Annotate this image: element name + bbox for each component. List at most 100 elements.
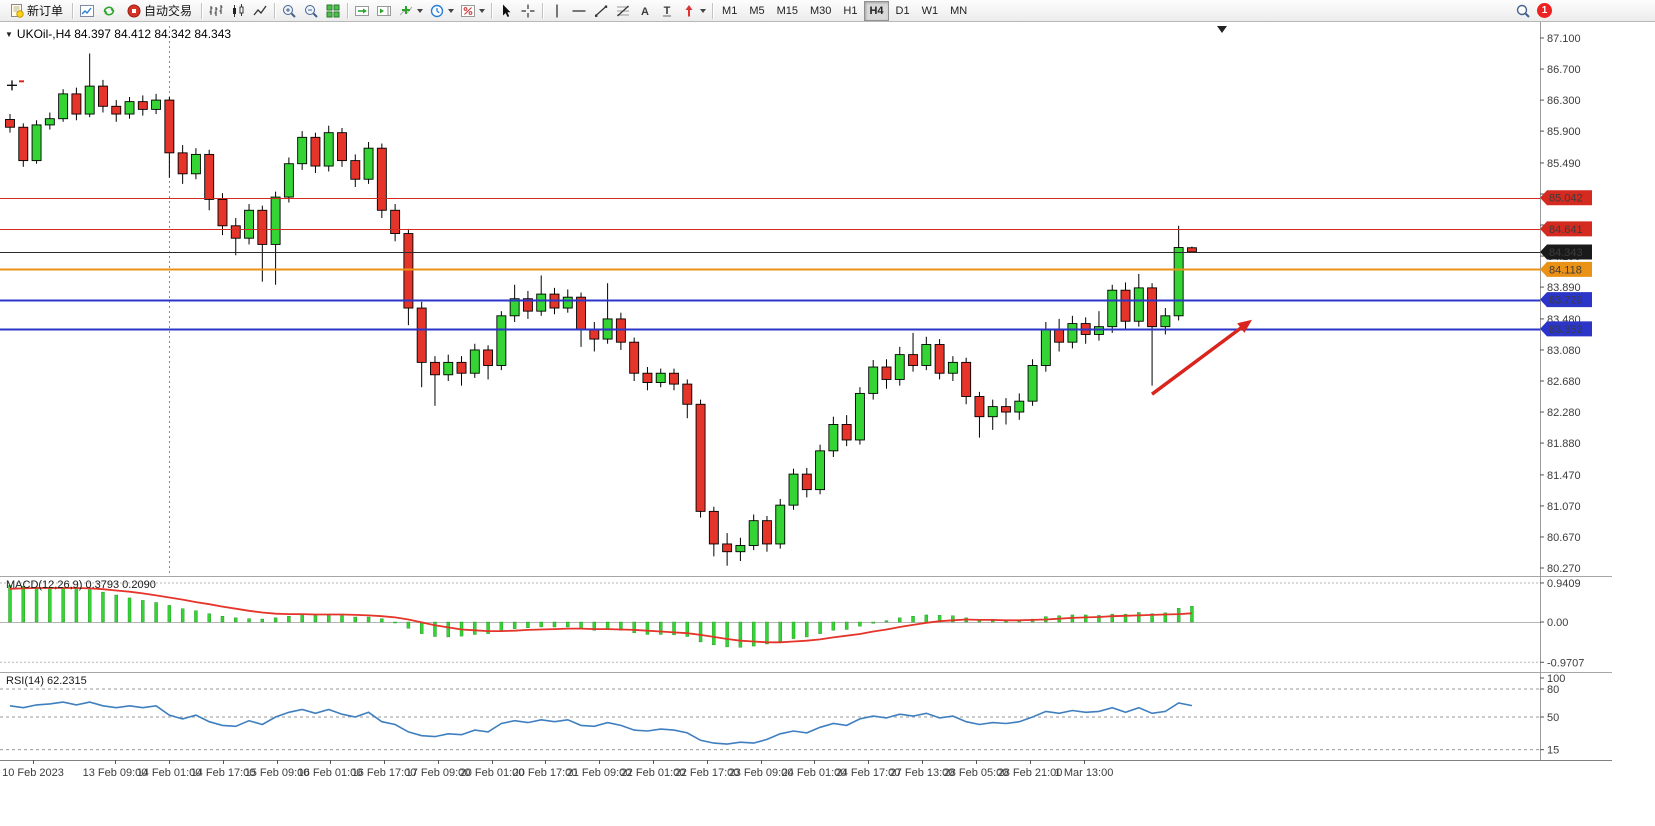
timeframe-toolbar: M1 M5 M15 M30 H1 H4 D1 W1 MN: [716, 0, 973, 21]
svg-text:A: A: [641, 6, 649, 18]
svg-text:16 Feb 01:00: 16 Feb 01:00: [298, 767, 363, 779]
profiles-button[interactable]: [98, 1, 120, 21]
svg-text:81.470: 81.470: [1547, 470, 1581, 482]
svg-text:22 Feb 01:00: 22 Feb 01:00: [621, 767, 686, 779]
timeframe-button-w1[interactable]: W1: [921, 4, 939, 17]
macd-indicator-label: MACD(12,26,9) 0.3793 0.2090: [6, 579, 156, 591]
candlestick-mode-button[interactable]: [227, 1, 249, 21]
line-chart-mode-button[interactable]: [249, 1, 271, 21]
add-indicator-icon: [399, 5, 413, 15]
vertical-line-icon: [556, 4, 558, 17]
text-tool-button[interactable]: A: [634, 1, 656, 21]
zoom-out-button[interactable]: [300, 1, 322, 21]
new-order-label: 新订单: [27, 4, 64, 18]
cursor-tool-button[interactable]: [495, 1, 517, 21]
horizontal-line-icon: [572, 9, 586, 12]
timeframe-button-h1[interactable]: H1: [843, 4, 858, 17]
fibonacci-icon: [617, 5, 630, 16]
trendline-tool-button[interactable]: [590, 1, 612, 21]
svg-text:50: 50: [1547, 712, 1559, 724]
new-order-button[interactable]: 新订单: [3, 1, 69, 21]
rsi-line: [9, 701, 1193, 745]
svg-text:85.490: 85.490: [1547, 158, 1581, 170]
templates-button[interactable]: [457, 1, 488, 21]
text-label-tool-button[interactable]: T: [656, 1, 678, 21]
chart-shift-marker: [1217, 26, 1227, 33]
zoom-in-button[interactable]: [278, 1, 300, 21]
svg-text:80.670: 80.670: [1547, 532, 1581, 544]
svg-text:24 Feb 17:00: 24 Feb 17:00: [836, 767, 901, 779]
svg-text:84.343: 84.343: [1549, 247, 1583, 259]
svg-text:T: T: [664, 5, 671, 17]
candlestick-series: [5, 53, 1197, 566]
svg-text:10 Feb 2023: 10 Feb 2023: [2, 767, 64, 779]
vertical-line-tool-button[interactable]: [546, 1, 568, 21]
svg-text:28 Feb 21:00: 28 Feb 21:00: [998, 767, 1063, 779]
new-chart-button[interactable]: [76, 1, 98, 21]
price-axis-labels: 87.10086.70086.30085.90085.49085.09084.6…: [1540, 33, 1581, 575]
toolbar-separator: [491, 2, 493, 19]
horizontal-line-tool-button[interactable]: [568, 1, 590, 21]
svg-text:-0.9707: -0.9707: [1547, 657, 1584, 669]
text-t-icon: T: [663, 5, 672, 17]
timeframe-button-m1[interactable]: M1: [722, 4, 738, 17]
periods-button[interactable]: [426, 1, 457, 21]
timeframe-button-m30[interactable]: M30: [810, 4, 832, 17]
fibonacci-tool-button[interactable]: [612, 1, 634, 21]
notification-badge[interactable]: 1: [1537, 3, 1552, 18]
macd-panel-canvas[interactable]: 0.9409 0.00 -0.9707: [0, 576, 1655, 672]
candlestick-chart-icon: [233, 3, 244, 17]
svg-text:0.9409: 0.9409: [1547, 578, 1581, 590]
svg-text:0.00: 0.00: [1547, 617, 1568, 629]
svg-text:15: 15: [1547, 745, 1559, 757]
indicators-button[interactable]: [395, 1, 426, 21]
toolbar-separator: [72, 2, 74, 19]
zoom-in-icon: [283, 4, 296, 18]
timeframe-button-m5[interactable]: M5: [749, 4, 765, 17]
dropdown-caret-icon: [700, 8, 707, 13]
svg-text:22 Feb 17:00: 22 Feb 17:00: [675, 767, 740, 779]
line-chart-icon: [253, 5, 267, 15]
price-badges: 85.042 84.641 84.343 84.118 83.729 83.352: [1540, 190, 1592, 337]
svg-text:84.641: 84.641: [1549, 224, 1583, 236]
svg-text:83.352: 83.352: [1549, 324, 1583, 336]
profiles-icon: [103, 6, 115, 15]
timeframe-button-h4[interactable]: H4: [864, 0, 889, 21]
tile-windows-button[interactable]: [322, 1, 344, 21]
svg-text:20 Feb 01:00: 20 Feb 01:00: [460, 767, 525, 779]
timeframe-button-m15[interactable]: M15: [776, 4, 798, 17]
svg-text:21 Feb 09:00: 21 Feb 09:00: [567, 767, 632, 779]
new-chart-icon: [80, 4, 95, 17]
svg-text:83.890: 83.890: [1547, 282, 1581, 294]
svg-text:84.118: 84.118: [1549, 264, 1582, 276]
auto-trading-button[interactable]: 自动交易: [120, 1, 198, 21]
crosshair-tool-button[interactable]: [517, 1, 539, 21]
search-icon[interactable]: [1515, 3, 1531, 19]
chart-shift-button[interactable]: [373, 1, 395, 21]
auto-scroll-button[interactable]: [351, 1, 373, 21]
macd-signal-line: [9, 587, 1192, 644]
svg-text:100: 100: [1547, 673, 1565, 685]
svg-text:13 Feb 09:00: 13 Feb 09:00: [83, 767, 148, 779]
svg-text:81.880: 81.880: [1547, 438, 1581, 450]
main-toolbar: 新订单 自动交易: [0, 0, 1655, 22]
timeframe-button-d1[interactable]: D1: [895, 4, 910, 17]
auto-trading-label: 自动交易: [144, 4, 193, 18]
toolbar-separator: [712, 2, 714, 19]
timeframe-button-mn[interactable]: MN: [950, 4, 968, 17]
svg-text:24 Feb 01:00: 24 Feb 01:00: [782, 767, 847, 779]
trend-arrow-annotation: [1150, 323, 1247, 396]
price-chart-canvas[interactable]: 87.10086.70086.30085.90085.49085.09084.6…: [0, 22, 1655, 576]
arrow-tool-icon: [685, 4, 693, 16]
dropdown-caret-icon: [417, 8, 424, 13]
bar-chart-mode-button[interactable]: [205, 1, 227, 21]
svg-text:82.680: 82.680: [1547, 376, 1581, 388]
dropdown-caret-icon: [479, 8, 486, 13]
collapse-ohlc-icon: ▼: [5, 29, 13, 39]
svg-text:87.100: 87.100: [1547, 33, 1581, 45]
svg-text:80.270: 80.270: [1547, 563, 1581, 575]
toolbar-separator: [201, 2, 203, 19]
arrows-tool-button[interactable]: [678, 1, 709, 21]
